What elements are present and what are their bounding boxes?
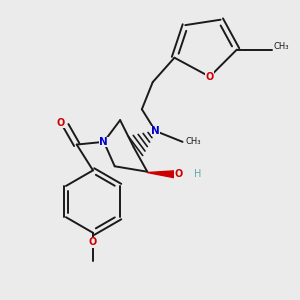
Text: N: N (151, 126, 160, 136)
Polygon shape (147, 171, 178, 178)
Text: O: O (206, 72, 214, 82)
Text: O: O (89, 237, 97, 247)
Text: CH₃: CH₃ (274, 42, 290, 51)
Text: O: O (174, 169, 183, 179)
Text: O: O (56, 118, 64, 128)
Text: N: N (100, 137, 108, 147)
Text: H: H (194, 169, 201, 179)
Text: CH₃: CH₃ (186, 137, 201, 146)
